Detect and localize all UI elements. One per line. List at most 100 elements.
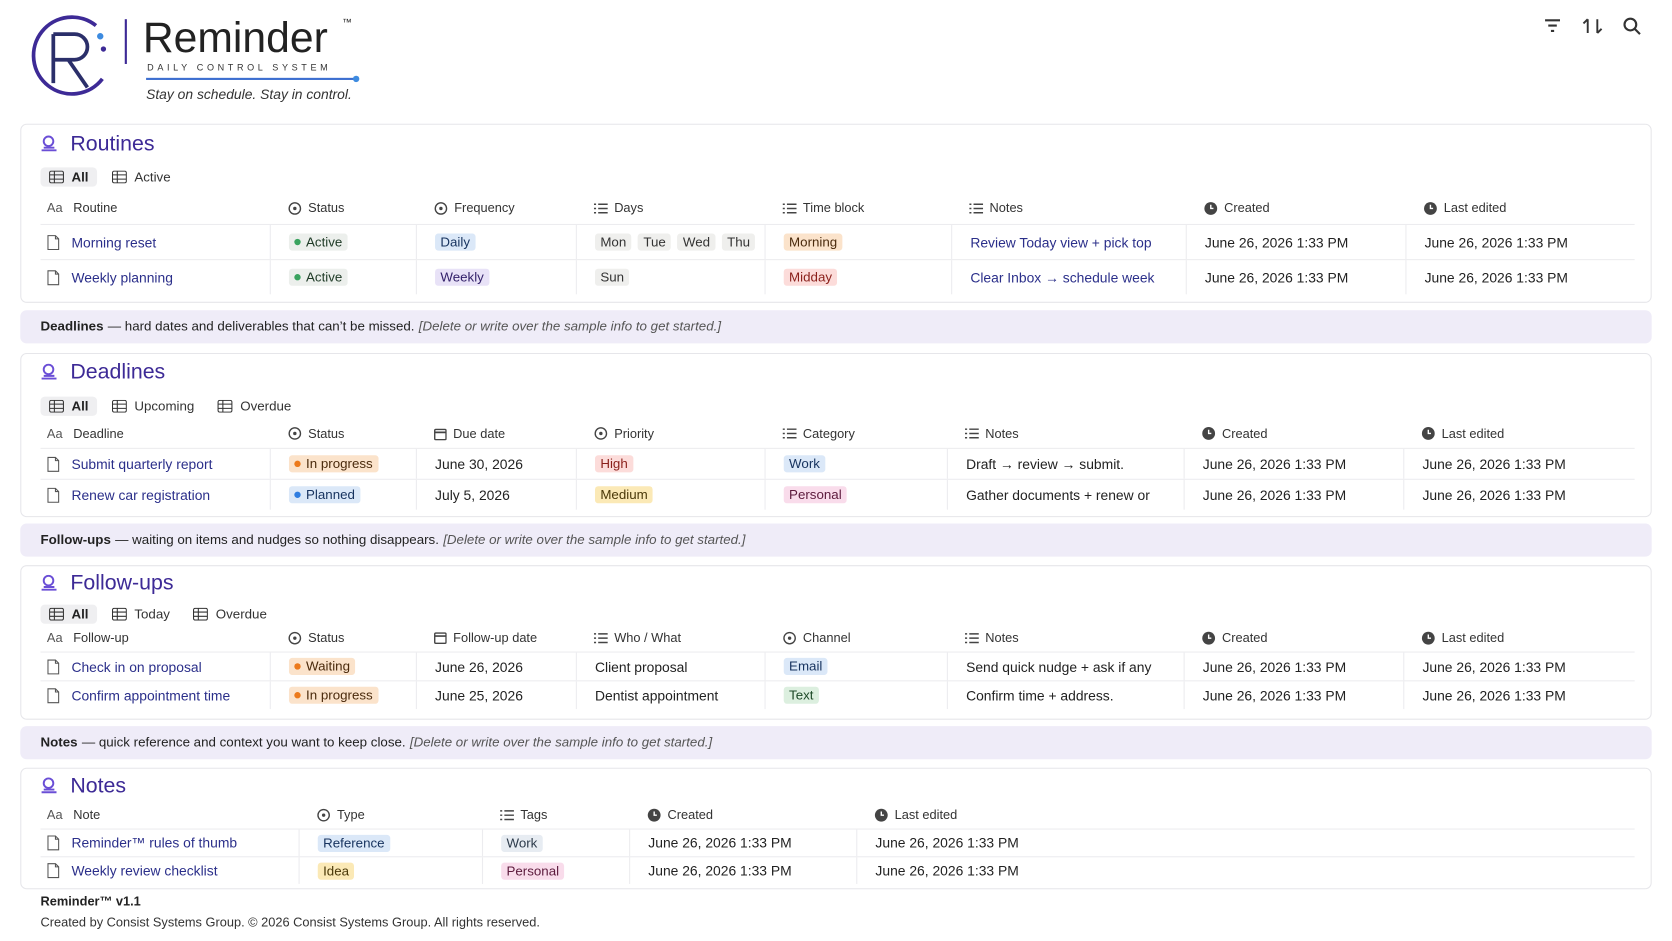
cell-text: June 26, 2026 1:33 PM [1424, 269, 1568, 286]
header-row: Aa Follow-up Status Follow-up date Who / Wha… [41, 624, 1635, 652]
search-button[interactable] [1623, 17, 1641, 35]
tag-text: Text [789, 687, 814, 703]
column-label: Status [308, 425, 345, 441]
name-icon: Aa [46, 425, 63, 441]
column-icon [500, 809, 514, 821]
column-header: Notes [947, 624, 1184, 652]
name-icon: Aa [46, 807, 63, 823]
view-tab[interactable]: Today [103, 605, 178, 624]
tag: Personal [783, 486, 848, 504]
table-cell: Morning [764, 224, 952, 260]
page-icon [47, 269, 60, 285]
tag-text: Active [306, 234, 343, 250]
name-icon: Aa [46, 200, 63, 216]
table-row: Check in on proposal Waiting June 26, 2026… [40, 651, 1635, 681]
table-row: Weekly planning Active Weekly Sun Midday Clea… [40, 259, 1635, 295]
view-tab-label: All [71, 398, 89, 414]
section-title: Routines [70, 132, 155, 156]
column-icon [969, 202, 984, 214]
tag-text: Active [306, 269, 343, 285]
section: Deadlines All Upcoming Overdue Aa Deadline Sta… [20, 352, 1652, 518]
tag-text: Tue [643, 234, 666, 250]
view-tab[interactable]: All [40, 396, 98, 416]
column-label: Type [336, 807, 365, 823]
table: Aa Deadline Status Due date Priority Category… [40, 419, 1635, 510]
row-title[interactable]: Weekly planning [71, 269, 173, 286]
view-tab[interactable]: All [40, 604, 98, 624]
column-header: Status [270, 624, 416, 652]
table-cell: June 26, 2026 1:33 PM [1183, 681, 1404, 710]
column-header: Type [299, 801, 482, 829]
row-title[interactable]: Confirm appointment time [71, 687, 231, 704]
tag: Morning [783, 233, 843, 251]
view-tabs: All Upcoming Overdue [40, 396, 300, 417]
tag-text: Sun [600, 269, 625, 285]
brand: Reminder [142, 14, 328, 62]
column-icon [1202, 427, 1216, 441]
section: Notes Aa Note Type Tags Created Last edited Rem… [20, 767, 1652, 890]
section-icon [41, 574, 58, 597]
view-tab-label: Overdue [240, 398, 292, 414]
page-icon [47, 487, 60, 503]
view-tab[interactable]: Overdue [185, 605, 276, 624]
table-cell: June 26, 2026 [415, 652, 576, 681]
view-tab[interactable]: Active [103, 167, 179, 186]
cell-text: June 26, 2026 1:33 PM [1204, 269, 1349, 286]
table-cell: Personal [481, 857, 629, 884]
tag: Text [783, 686, 819, 704]
table-cell: June 26, 2026 1:33 PM [1405, 224, 1634, 260]
cell-text: June 26, 2026 1:33 PM [875, 862, 1019, 879]
column-header: Aa Routine [41, 192, 270, 224]
view-tabs: All Active [40, 166, 180, 187]
table-cell: June 26, 2026 1:33 PM [1403, 448, 1634, 479]
column-icon [1204, 201, 1218, 215]
column-label: Follow-up date [453, 630, 538, 646]
column-icon [434, 201, 448, 215]
table-cell: Weekly planning [41, 260, 270, 294]
column-header: Aa Follow-up [41, 624, 270, 652]
column-header: Last edited [1405, 192, 1634, 224]
column-label: Notes [989, 200, 1023, 216]
sort-button[interactable] [1582, 18, 1603, 34]
callout-text: — waiting on items and nudges so nothing… [115, 532, 439, 548]
tag: Idea [317, 862, 355, 880]
column-header: Due date [416, 419, 576, 448]
cell-text: Gather documents + renew or [966, 486, 1150, 503]
column-header: Follow-up date [416, 624, 576, 652]
row-title[interactable]: Morning reset [71, 234, 157, 251]
cell-text: June 26, 2026 1:33 PM [1202, 658, 1347, 675]
row-title[interactable]: Reminder™ rules of thumb [71, 834, 238, 851]
table-cell: High [575, 448, 765, 479]
cell-text: Send quick nudge + ask if any [966, 658, 1152, 675]
filter-button[interactable] [1545, 19, 1560, 32]
tag-text: Work [506, 835, 538, 851]
column-header: Priority [576, 419, 765, 448]
cell-text: Client proposal [594, 658, 688, 675]
tag-text: Planned [306, 487, 355, 503]
view-tab[interactable]: All [40, 167, 98, 187]
view-tab-label: Today [134, 606, 170, 622]
column-label: Tags [520, 807, 548, 823]
view-tab[interactable]: Upcoming [103, 397, 202, 416]
page-icon [47, 234, 60, 250]
column-label: Created [1221, 630, 1268, 646]
cell-text: June 26, 2026 1:33 PM [1202, 687, 1347, 704]
table-cell: In progress [269, 681, 416, 710]
tag-text: Personal [506, 863, 560, 879]
column-label: Last edited [894, 807, 958, 823]
cell-text: June 26, 2026 1:33 PM [1422, 455, 1566, 472]
cell-text: June 26, 2026 1:33 PM [648, 834, 792, 851]
column-header: Aa Note [41, 801, 299, 829]
row-title[interactable]: Renew car registration [71, 486, 211, 503]
row-title[interactable]: Submit quarterly report [71, 455, 213, 472]
column-icon [1421, 427, 1435, 441]
row-title[interactable]: Check in on proposal [71, 658, 202, 675]
table-cell: Mon Tue Wed Thu [575, 224, 765, 260]
table-cell: Active [269, 260, 416, 295]
view-tab[interactable]: Overdue [209, 397, 300, 416]
view-tab-label: Active [134, 169, 171, 185]
table-cell: Text [764, 681, 947, 710]
cell-text: Review Today view + pick top [970, 234, 1152, 251]
table-cell: Planned [269, 479, 416, 510]
row-title[interactable]: Weekly review checklist [71, 862, 218, 879]
